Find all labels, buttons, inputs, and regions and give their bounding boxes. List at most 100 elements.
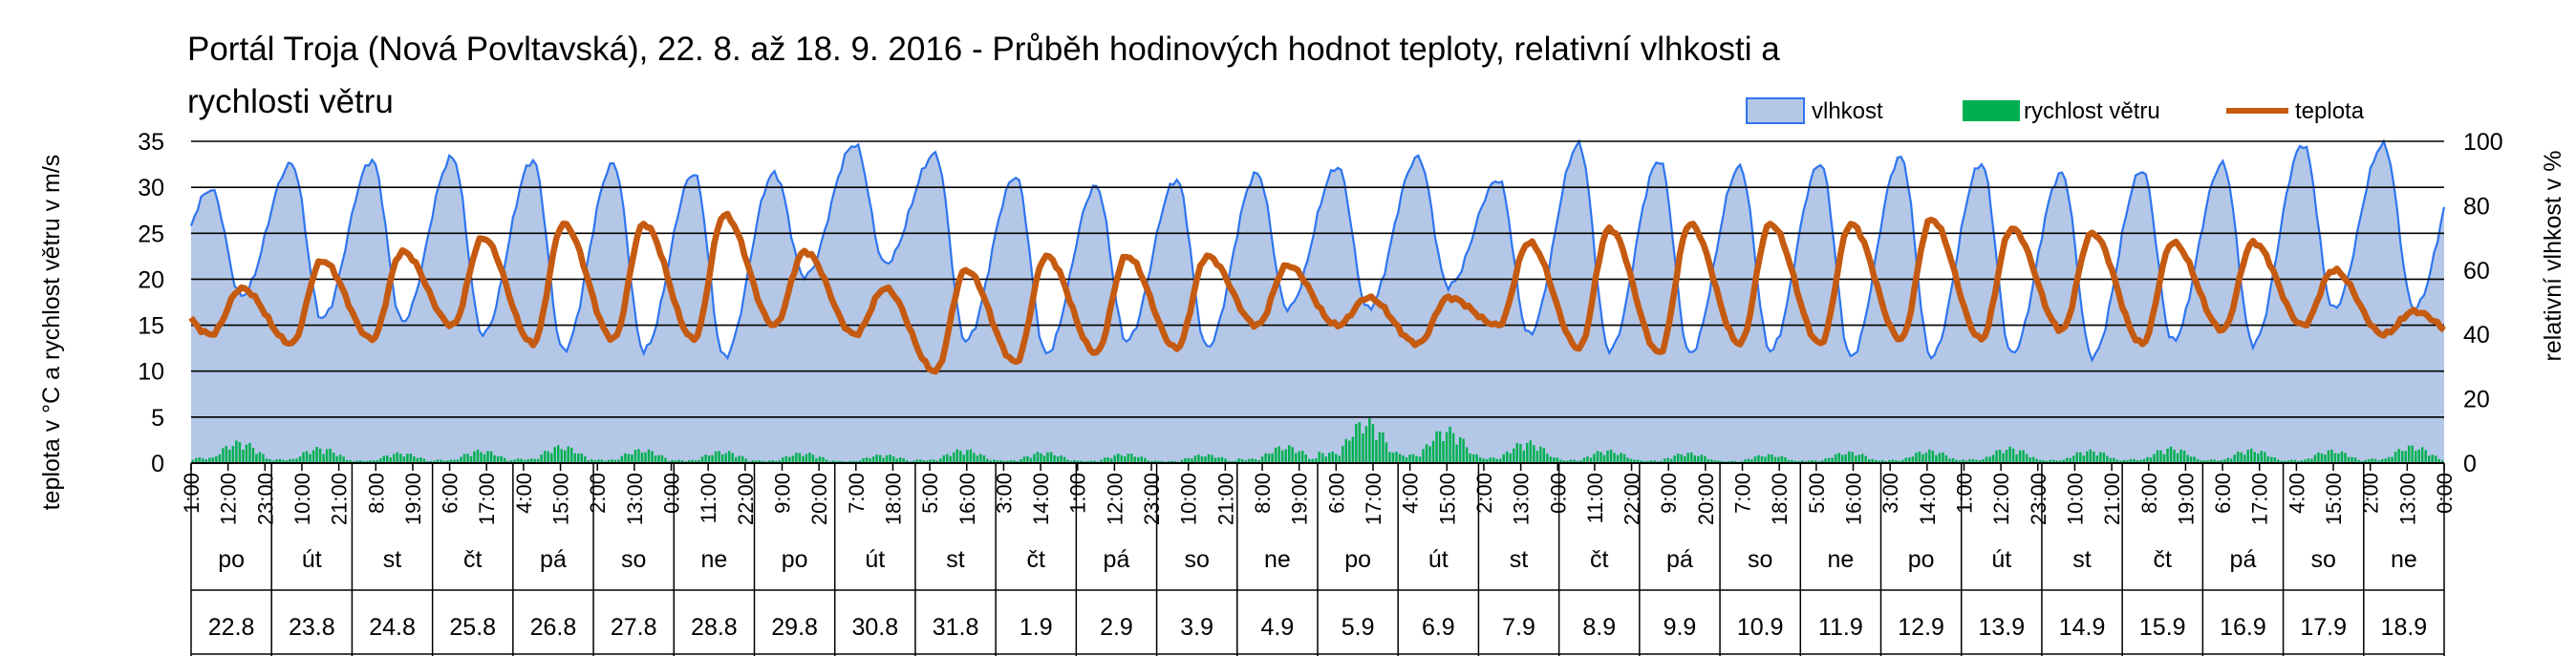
wind-bar — [275, 459, 278, 463]
wind-bar — [262, 454, 265, 463]
wind-bar — [1217, 457, 1220, 463]
wind-bar — [1331, 452, 1335, 463]
wind-bar — [778, 459, 782, 463]
wind-bar — [329, 448, 332, 463]
wind-bar — [1773, 456, 1777, 463]
wind-bar — [762, 460, 764, 463]
wind-bar — [758, 460, 761, 463]
wind-bar — [2042, 460, 2045, 463]
wind-bar — [1180, 459, 1184, 463]
wind-bar — [979, 454, 982, 463]
wind-bar — [453, 459, 456, 463]
wind-bar — [1566, 460, 1569, 463]
wind-bar — [734, 456, 738, 463]
day-name-label: st — [2072, 546, 2092, 573]
wind-bar — [406, 454, 409, 463]
wind-bar — [1784, 457, 1787, 463]
wind-bar — [996, 460, 999, 463]
wind-bar — [2320, 453, 2324, 463]
wind-bar — [1482, 458, 1485, 463]
wind-bar — [1489, 457, 1492, 463]
wind-bar — [973, 453, 976, 463]
wind-bar — [1318, 451, 1320, 463]
wind-bar — [1690, 452, 1693, 463]
wind-bar — [1342, 446, 1344, 463]
wind-bar — [718, 451, 720, 463]
wind-bar — [1931, 450, 1935, 463]
wind-bar — [1811, 459, 1814, 463]
wind-bar — [1968, 459, 1971, 463]
wind-bar — [1653, 460, 1656, 463]
wind-bar — [389, 457, 393, 463]
wind-bar — [962, 455, 966, 463]
wind-bar — [2313, 455, 2317, 463]
wind-bar — [416, 457, 419, 463]
wind-bar — [1924, 452, 1928, 463]
wind-bar — [1827, 457, 1831, 463]
wind-bar — [1213, 457, 1217, 463]
hour-tick-label: 17:00 — [1362, 473, 1385, 525]
wind-bar — [1975, 459, 1978, 463]
wind-bar — [2373, 458, 2377, 463]
wind-bar — [1455, 444, 1458, 463]
wind-bar — [1686, 453, 1689, 463]
wind-bar — [1184, 457, 1187, 463]
wind-bar — [1898, 460, 1901, 463]
y-left-tick-label: 30 — [138, 175, 164, 201]
temperature-line — [188, 210, 2446, 375]
wind-bar — [1958, 460, 1962, 463]
wind-bar — [318, 448, 322, 463]
wind-bar — [1673, 455, 1676, 463]
hour-tick-label: 14:00 — [1916, 473, 1940, 525]
wind-bar — [929, 459, 932, 463]
wind-bar — [446, 460, 449, 463]
wind-bar — [1260, 456, 1264, 463]
wind-bar — [2196, 458, 2200, 463]
day-name-label: pá — [1666, 546, 1693, 573]
wind-bar — [399, 454, 402, 463]
wind-bar — [222, 448, 225, 463]
date-label: 31.8 — [933, 614, 979, 641]
wind-bar — [782, 457, 784, 463]
wind-bar — [1127, 454, 1129, 463]
wind-bar — [724, 453, 727, 463]
wind-bar — [611, 459, 613, 463]
wind-bar — [1549, 456, 1553, 463]
hour-tick-label: 6:00 — [2211, 473, 2235, 514]
wind-bar — [1113, 455, 1116, 463]
wind-bar — [1197, 455, 1200, 463]
wind-bar — [2156, 450, 2159, 463]
date-label: 8.9 — [1582, 614, 1616, 641]
wind-bar — [1918, 451, 1921, 463]
wind-bar — [1020, 458, 1022, 463]
wind-bar — [788, 456, 791, 463]
wind-bar — [2062, 459, 2065, 463]
wind-bar — [473, 451, 476, 463]
wind-bar — [2031, 456, 2035, 463]
chart-title-line-1: Portál Troja (Nová Povltavská), 22. 8. a… — [187, 31, 1780, 68]
wind-bar — [265, 458, 268, 463]
wind-bar — [1533, 445, 1535, 463]
wind-bar — [2417, 449, 2420, 463]
day-name-label: pá — [2230, 546, 2257, 573]
wind-bar — [1002, 460, 1006, 463]
wind-bar — [1888, 459, 1891, 463]
wind-bar — [882, 457, 885, 463]
wind-bar — [918, 459, 922, 463]
wind-bar — [2220, 459, 2222, 463]
wind-bar — [386, 455, 389, 463]
wind-bar — [1526, 442, 1529, 463]
wind-bar — [1522, 450, 1526, 463]
wind-bar — [2169, 446, 2173, 463]
wind-bar — [2189, 456, 2193, 463]
wind-bar — [1100, 459, 1103, 463]
wind-bar — [751, 459, 754, 463]
wind-bar — [1938, 453, 1942, 463]
wind-bar — [1160, 460, 1164, 463]
wind-bar — [875, 454, 878, 463]
wind-bar — [2126, 460, 2129, 463]
wind-bar — [1985, 456, 1988, 463]
wind-bar — [543, 451, 547, 463]
wind-bar — [1257, 460, 1260, 463]
wind-bar — [1304, 454, 1307, 463]
